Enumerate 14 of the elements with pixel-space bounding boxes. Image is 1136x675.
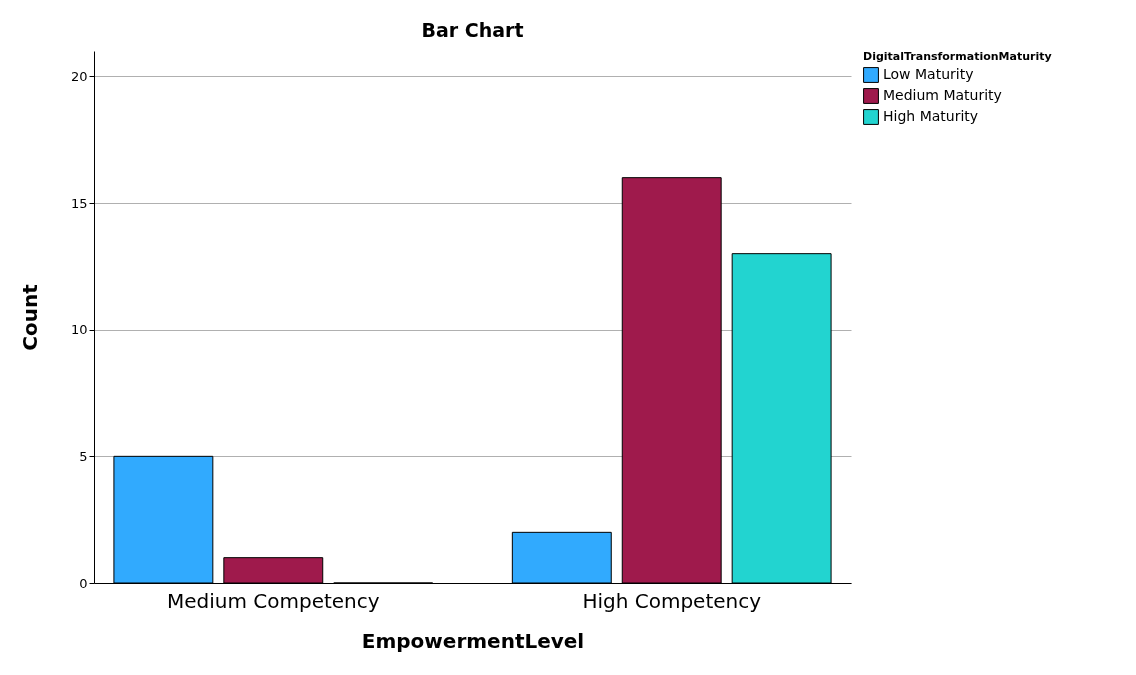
legend-label: Medium Maturity <box>883 87 1002 103</box>
chart-title: Bar Chart <box>421 19 524 41</box>
legend-label: Low Maturity <box>883 66 974 82</box>
legend-label: High Maturity <box>883 108 979 124</box>
legend-title: DigitalTransformationMaturity <box>863 50 1052 63</box>
y-axis-title: Count <box>17 283 42 351</box>
y-tick-label: 5 <box>79 448 88 464</box>
x-tick-label: Medium Competency <box>166 588 380 613</box>
y-tick-label: 10 <box>70 322 88 338</box>
y-tick-label: 15 <box>70 195 88 211</box>
y-tick-label: 0 <box>79 575 88 591</box>
y-tick-label: 20 <box>70 68 88 84</box>
x-tick-label: High Competency <box>582 588 762 613</box>
x-axis-title: EmpowermentLevel <box>361 628 585 653</box>
